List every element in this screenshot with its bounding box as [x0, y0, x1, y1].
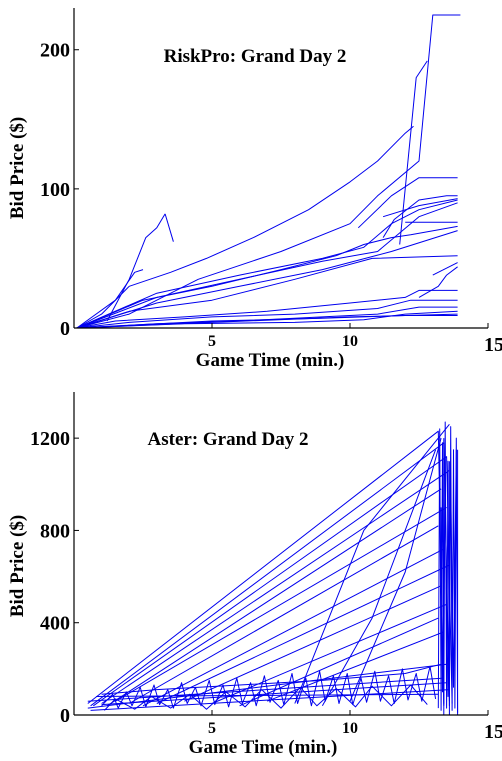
- series-line-6: [128, 525, 439, 704]
- x-tick-label: 5: [208, 333, 216, 350]
- chart-riskpro-ticks: 0 100 200 5 10 15: [40, 40, 502, 356]
- series-line-4: [106, 488, 442, 707]
- series-line-16: [76, 299, 458, 329]
- y-tick-label: 1200: [30, 428, 70, 450]
- series-line-21: [418, 266, 458, 298]
- series-line-2: [76, 125, 414, 329]
- y-tick-label: 800: [40, 520, 70, 542]
- x-tick-label: 15: [484, 334, 502, 356]
- series-line-14: [321, 449, 437, 707]
- series-line-22: [104, 684, 428, 711]
- series-line-13: [76, 230, 458, 329]
- chart-aster-xlabel: Game Time (min.): [189, 737, 338, 758]
- series-line-12: [267, 631, 444, 702]
- chart-riskpro: 0 100 200 5 10 15 RiskPro: Grand Day 2 Game T…: [7, 8, 502, 371]
- series-line-4: [106, 213, 166, 322]
- series-line-9: [184, 585, 442, 702]
- chart-aster-title: Aster: Grand Day 2: [148, 429, 309, 450]
- series-line-17: [87, 677, 444, 702]
- series-line-15: [76, 289, 458, 329]
- series-line-11: [357, 177, 458, 229]
- series-line-22: [432, 262, 458, 276]
- series-line-5: [115, 506, 447, 702]
- series-line-25: [440, 449, 457, 697]
- chart-aster-series: [87, 421, 459, 715]
- series-line-8: [76, 199, 458, 329]
- chart-riskpro-axes: [73, 8, 488, 329]
- series-line-7: [382, 195, 458, 238]
- series-line-20: [76, 315, 458, 329]
- series-line-23: [101, 663, 442, 695]
- y-tick-label: 200: [40, 40, 70, 62]
- series-line-0: [76, 14, 461, 329]
- series-line-11: [239, 617, 439, 707]
- series-line-10: [211, 603, 447, 704]
- series-line-21: [101, 666, 437, 709]
- chart-riskpro-series: [76, 14, 461, 329]
- series-line-19: [76, 313, 458, 329]
- series-line-5: [164, 213, 174, 242]
- x-tick-label: 15: [484, 721, 502, 743]
- x-tick-label: 10: [342, 720, 358, 737]
- chart-aster: 0 400 800 1200 5 10 15 Aster: Grand Day 2 Game…: [7, 392, 502, 758]
- y-tick-label: 0: [60, 318, 70, 340]
- chart-aster-ylabel: Bid Price ($): [7, 515, 28, 617]
- chart-riskpro-xlabel: Game Time (min.): [196, 350, 345, 371]
- series-line-9: [76, 202, 458, 329]
- series-line-1: [399, 60, 428, 245]
- series-line-7: [142, 548, 445, 707]
- series-line-3: [101, 469, 450, 704]
- chart-aster-axes: [73, 392, 488, 716]
- chart-aster-ticks: 0 400 800 1200 5 10 15: [30, 428, 502, 743]
- x-tick-label: 10: [342, 333, 358, 350]
- series-line-2: [93, 456, 453, 707]
- chart-riskpro-ylabel: Bid Price ($): [7, 117, 28, 219]
- y-tick-label: 0: [60, 705, 70, 727]
- y-tick-label: 100: [40, 179, 70, 201]
- series-line-14: [76, 255, 458, 329]
- series-line-8: [156, 564, 450, 704]
- y-tick-label: 400: [40, 613, 70, 635]
- series-line-10: [382, 198, 458, 218]
- x-tick-label: 5: [208, 720, 216, 737]
- chart-riskpro-title: RiskPro: Grand Day 2: [164, 46, 347, 67]
- series-line-13: [294, 423, 450, 704]
- series-line-15: [349, 437, 442, 702]
